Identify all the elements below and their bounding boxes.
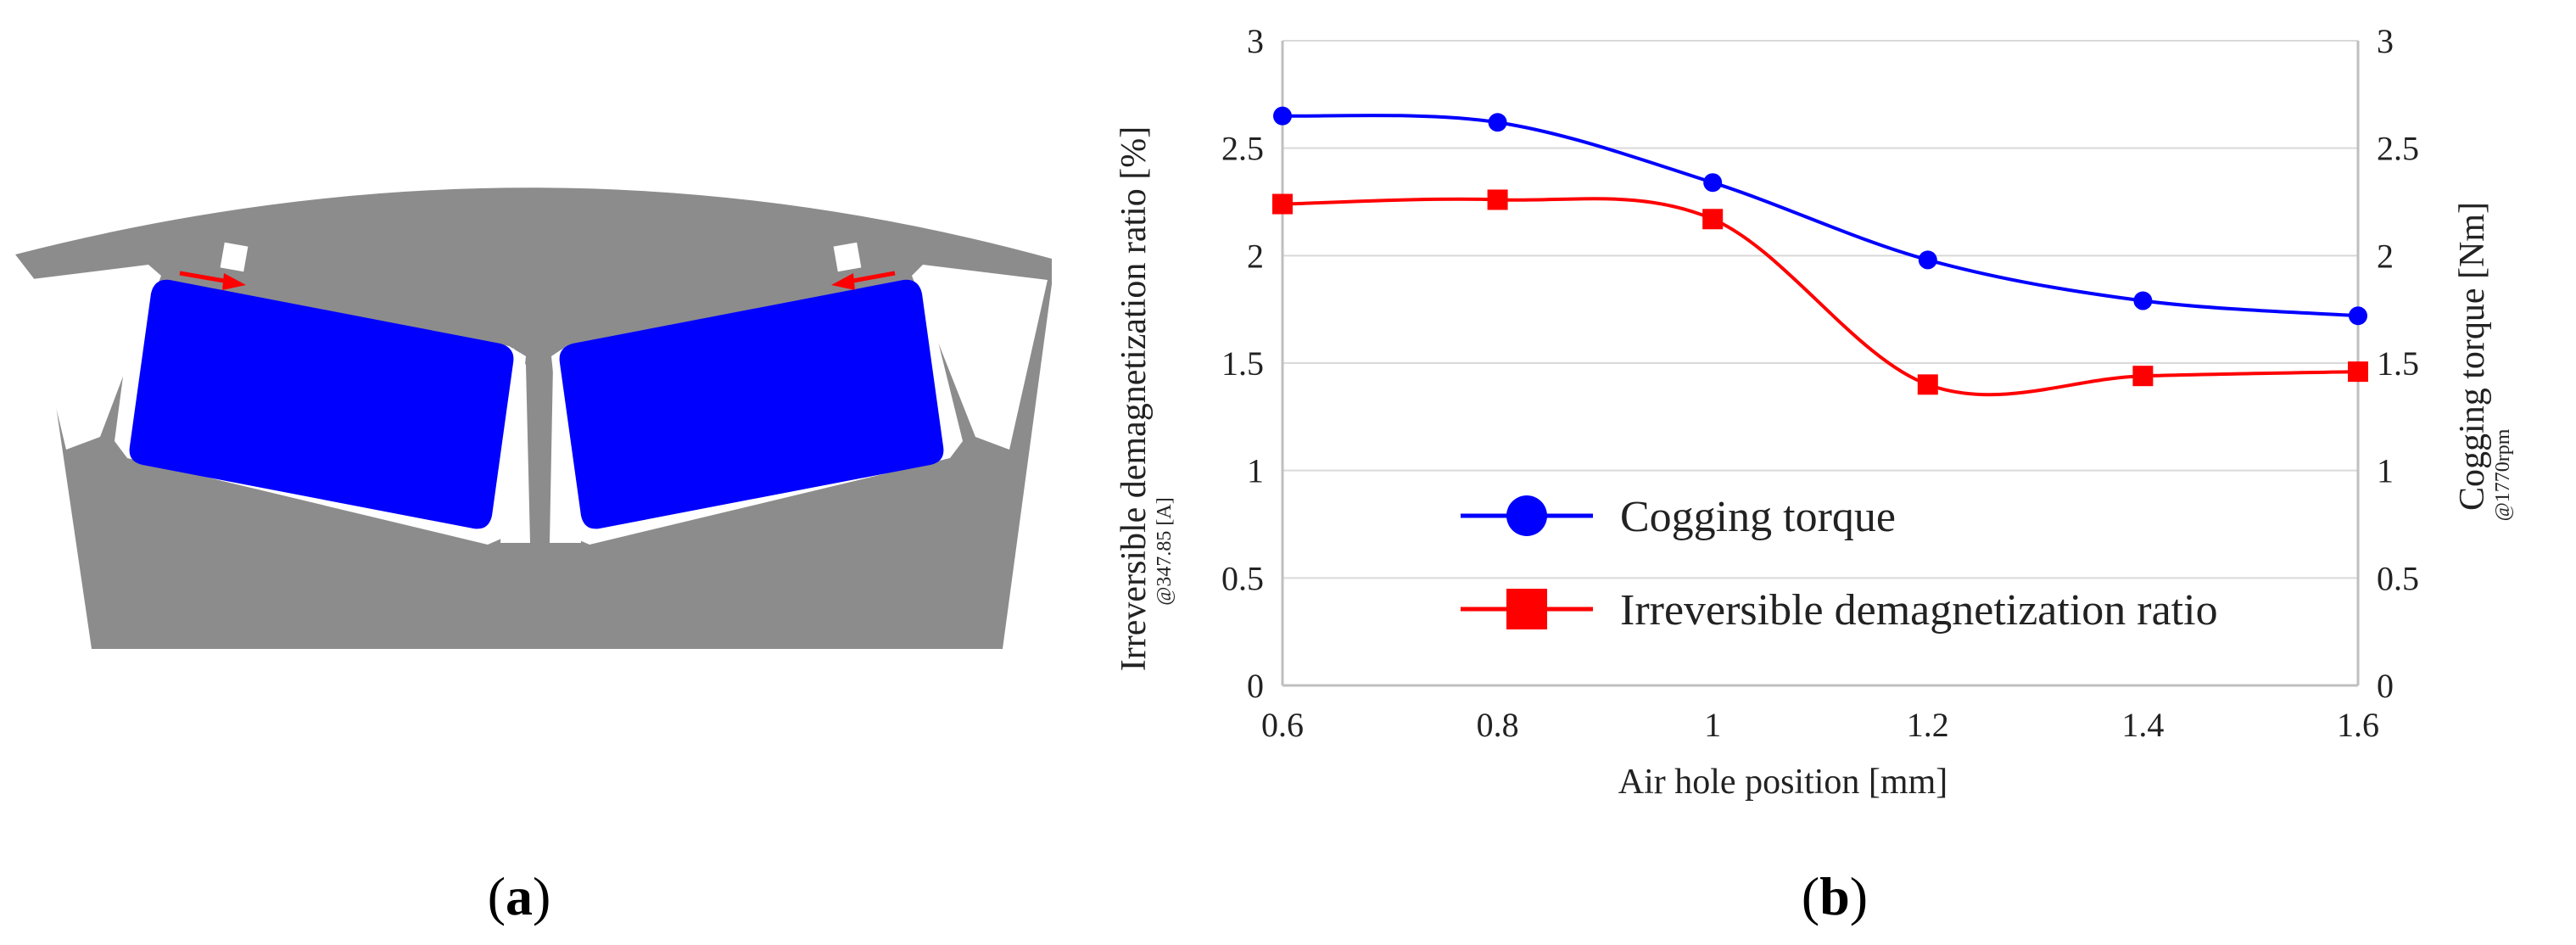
right-magnetization-arrow	[831, 271, 896, 290]
right-y-tick-label: 1	[2377, 452, 2394, 490]
left-magnet	[129, 279, 514, 529]
panel-b-label: (b)	[1802, 866, 1868, 926]
panel-a-label: (a)	[488, 866, 551, 926]
series-line-irreversible-demagnetization-ratio	[1282, 197, 2359, 397]
x-tick-label: 0.8	[1477, 706, 1519, 744]
data-point-cogging-torque	[1703, 173, 1723, 193]
left-air-hole	[220, 242, 249, 272]
left-magnetization-arrow	[179, 271, 246, 290]
legend-label-demagnetization: Irreversible demagnetization ratio	[1620, 586, 2218, 635]
left-y-tick-labels: 0 0.5 1 1.5 2 2.5 3	[1221, 22, 1264, 705]
center-rib-gap	[500, 348, 530, 543]
series-line-cogging-torque	[1282, 114, 2359, 318]
data-point-cogging-torque	[2133, 291, 2153, 310]
right-y-tick-label: 3	[2377, 22, 2394, 60]
data-point-irreversible-demagnetization-ratio	[1272, 193, 1293, 215]
left-y-tick-label: 1	[1247, 452, 1264, 490]
legend-label-cogging-torque: Cogging torque	[1620, 493, 1896, 541]
chart-legend: Cogging torque Irreversible demagnetizat…	[1461, 493, 2218, 635]
left-y-tick-label: 2.5	[1221, 130, 1264, 168]
data-point-cogging-torque	[1918, 250, 1937, 270]
right-y-tick-label: 2	[2377, 237, 2394, 275]
x-tick-label: 1.4	[2121, 706, 2164, 744]
legend-entry-demagnetization: Irreversible demagnetization ratio	[1461, 586, 2218, 635]
left-y-tick-label: 0	[1247, 667, 1264, 705]
x-tick-labels: 0.6 0.8 1 1.2 1.4 1.6	[1261, 706, 2379, 744]
grid-lines	[1282, 40, 2358, 579]
left-air-barrier	[25, 265, 161, 450]
left-y-tick-label: 1.5	[1221, 344, 1264, 383]
left-y-tick-label: 2	[1247, 237, 1264, 275]
legend-entry-cogging-torque: Cogging torque	[1461, 493, 1896, 541]
data-point-cogging-torque	[1488, 113, 1507, 132]
left-y-tick-label: 3	[1247, 22, 1264, 60]
x-tick-label: 1	[1704, 706, 1721, 744]
left-y-tick-label: 0.5	[1221, 559, 1264, 597]
x-tick-label: 1.2	[1907, 706, 1949, 744]
data-point-irreversible-demagnetization-ratio	[1917, 374, 1938, 395]
left-y-axis-title: Irreversible demagnetization ratio [%]	[1115, 126, 1154, 672]
right-air-barrier	[912, 265, 1048, 450]
x-tick-label: 1.6	[2337, 706, 2379, 744]
right-y-tick-label: 0	[2377, 667, 2394, 705]
left-y-axis-subtitle: @347.85 [A]	[1154, 497, 1176, 605]
right-y-axis-subtitle: @1770rpm	[2492, 428, 2514, 521]
series-layer	[1272, 106, 2368, 397]
right-y-tick-label: 0.5	[2377, 559, 2419, 597]
rotor-cross-section-diagram	[15, 187, 1052, 649]
data-point-irreversible-demagnetization-ratio	[1702, 209, 1724, 230]
data-point-cogging-torque	[2349, 306, 2367, 326]
right-y-tick-label: 2.5	[2377, 130, 2419, 168]
right-y-tick-label: 1.5	[2377, 344, 2419, 383]
right-y-axis-title: Cogging torque [Nm]	[2453, 202, 2492, 511]
x-tick-label: 0.6	[1261, 706, 1304, 744]
data-point-cogging-torque	[1273, 106, 1292, 126]
right-magnet	[559, 279, 944, 529]
demagnetization-cogging-chart: 0 0.5 1 1.5 2 2.5 3 0 0.5 1 1.5 2 2.5 3 0.6 0.8 1 1.2 1.…	[1115, 22, 2514, 802]
data-point-irreversible-demagnetization-ratio	[1487, 189, 1508, 210]
x-axis-title: Air hole position [mm]	[1618, 763, 1947, 802]
right-y-tick-labels: 0 0.5 1 1.5 2 2.5 3	[2377, 22, 2419, 705]
right-air-hole	[833, 242, 862, 272]
data-point-irreversible-demagnetization-ratio	[2132, 366, 2154, 387]
data-point-irreversible-demagnetization-ratio	[2348, 361, 2368, 383]
